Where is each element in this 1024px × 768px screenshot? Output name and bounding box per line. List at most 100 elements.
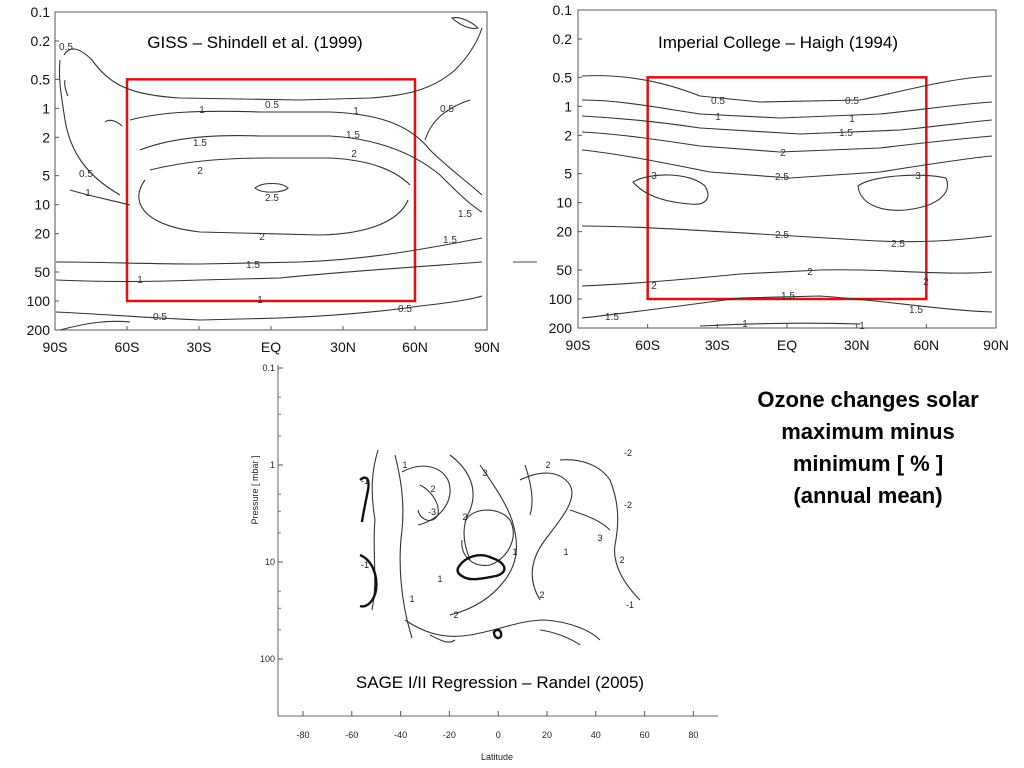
panel-2-contour-1.5-upper (581, 115, 993, 135)
panel-1-ytick-1: 0.2 (31, 33, 51, 49)
panel-2-contour-label-3: 1 (849, 114, 855, 125)
panel-1-contour-label-7: 2 (197, 166, 203, 177)
figure-caption: Ozone changes solar maximum minus minimu… (718, 384, 1018, 512)
panel-1-ytick-2: 0.5 (31, 71, 51, 87)
panel-2-contour-2.5-upper (581, 149, 993, 179)
panel-1-contour-label-16: 1 (137, 275, 143, 286)
panel-1-contour-label-13: 1.5 (246, 260, 260, 271)
panel-1-ytick-6: 10 (34, 197, 50, 213)
panel-1-xtick-6: 90N (474, 339, 500, 355)
panel-1-contour-0.5-bottom-left (59, 320, 131, 331)
panel-1-contour-label-15: 1.5 (458, 209, 472, 220)
panel-2-contour-label-14: 1.5 (781, 291, 795, 302)
panel-2-contour-label-8: 3 (915, 171, 921, 182)
panel-1-contour-label-8: 2 (351, 149, 357, 160)
panel-2-contour-label-15: 1.5 (605, 312, 619, 323)
panel-2-contour-label-18: 1 (859, 321, 865, 332)
panel-2-title: Imperial College – Haigh (1994) (658, 33, 898, 52)
panel-2-ytick-2: 0.5 (553, 69, 573, 85)
panel-3-contour-c10 (569, 509, 611, 531)
caption-line-2: maximum minus (781, 419, 955, 444)
panel-1-xtick-2: 30S (187, 339, 212, 355)
panel-3-contour-c1 (371, 449, 379, 611)
panel-3-contour-label-5: 2 (462, 512, 467, 522)
panel-1-contour-small-top-right (450, 17, 480, 29)
panel-3-contour-c9 (559, 459, 641, 601)
panel-3-xtick-3: -20 (443, 730, 456, 740)
panel-2-ytick-10: 200 (549, 320, 573, 336)
panel-2-contour-label-9: 2.5 (775, 230, 789, 241)
panel-3-ylabel: Pressure [ mbar ] (250, 455, 260, 524)
panel-2-xtick-0: 90S (566, 337, 591, 353)
panel-3-contour-c8 (519, 472, 573, 601)
panel-1-contour-label-4: 0.5 (440, 104, 454, 115)
panel-3-xtick-4: 0 (496, 730, 501, 740)
panel-2-ytick-9: 100 (549, 291, 573, 307)
panel-1-ytick-4: 2 (42, 129, 50, 145)
panel-3-contour-label-4: -3 (428, 507, 436, 517)
panel-2-contour-label-10: 2.5 (891, 239, 905, 250)
panel-3-contour-label-6: 3 (482, 468, 487, 478)
panel-2-xtick-1: 60S (635, 337, 660, 353)
panel-2-contour-3-right (857, 174, 948, 211)
panel-1-ytick-10: 200 (27, 322, 51, 338)
panel-1-contour-label-9: 2.5 (265, 193, 279, 204)
panel-1-contour-label-17: 0.5 (153, 312, 167, 323)
panel-1-contour-2-ring (138, 179, 409, 236)
panel-1-contour-label-3: 1 (353, 106, 359, 117)
panel-3-contour-label-13: 1 (512, 547, 517, 557)
panel-1-contour-label-2: 1 (199, 105, 205, 116)
panel-2-contour-2-lower (581, 269, 993, 287)
panel-3-contour-label-14: 2 (539, 590, 544, 600)
panel-3-contour-label-9: -2 (624, 500, 632, 510)
panel-3-contour-c14 (524, 464, 533, 516)
panel-3-contour-label-12: 2 (619, 555, 624, 565)
panel-1-contour-0.5-left (58, 59, 121, 196)
panel-1-contour-label-1: 0.5 (265, 100, 279, 111)
panel-3-xlabel: Latitude (481, 752, 513, 762)
panel-3-contour-thick-center (456, 554, 506, 581)
panel-3-contour-label-2: 1 (402, 460, 407, 470)
panel-1-xtick-3: EQ (261, 339, 281, 355)
panel-2-contour-1 (581, 99, 993, 119)
panel-2-contour-label-12: 2 (651, 281, 657, 292)
panel-1-xtick-0: 90S (43, 339, 68, 355)
panel-2-contour-0.5 (581, 75, 993, 103)
panel-1-contour-0.5-right-a (424, 99, 471, 141)
panel-1-contour-label-5: 1.5 (193, 138, 207, 149)
panel-1-contour-label-6: 1.5 (346, 130, 360, 141)
panel-1-contour-1.5-upper (139, 134, 483, 213)
panel-3-contour-thick-bottom (492, 628, 503, 640)
panel-3-contour-c6 (449, 464, 518, 616)
panel-3-ytick-1: 1 (270, 460, 275, 470)
panel-3-xtick-6: 40 (591, 730, 601, 740)
panel-1-xtick-5: 60N (402, 339, 428, 355)
panel-3-contour-label-8: -2 (624, 448, 632, 458)
panel-1-contour-1-lower (55, 261, 483, 283)
panel-1-contour-label-19: 1 (257, 295, 263, 306)
panel-3-contour-label-18: 1 (409, 594, 414, 604)
panel-2-ytick-3: 1 (564, 98, 572, 114)
panel-2-contour-label-7: 3 (651, 171, 657, 182)
panel-2-contour-label-5: 2 (780, 148, 786, 159)
panel-2-ytick-0: 0.1 (553, 2, 573, 18)
panel-2-contour-label-16: 1.5 (909, 305, 923, 316)
panel-1-contour-label-12: 2 (259, 232, 265, 243)
panel-3-xtick-1: -60 (345, 730, 358, 740)
panel-2-xtick-2: 30S (705, 337, 730, 353)
panel-2-contour-2-upper (581, 131, 993, 153)
panel-2-xtick-4: 30N (844, 337, 870, 353)
panel-1-contour-1-left (69, 189, 131, 206)
panel-1-ytick-7: 20 (34, 226, 50, 242)
panel-3-ytick-2: 10 (265, 557, 275, 567)
panel-1-title: GISS – Shindell et al. (1999) (147, 33, 362, 52)
panel-2-ytick-7: 20 (556, 224, 572, 240)
panel-2-xtick-6: 90N (983, 337, 1009, 353)
panel-3-xtick-7: 60 (640, 730, 650, 740)
panel-3-title: SAGE I/II Regression – Randel (2005) (356, 673, 644, 692)
caption-line-3: minimum [ % ] (792, 451, 944, 476)
panel-2-contour-label-17: 1 (742, 319, 748, 330)
panel-1-ytick-0: 0.1 (31, 4, 51, 20)
